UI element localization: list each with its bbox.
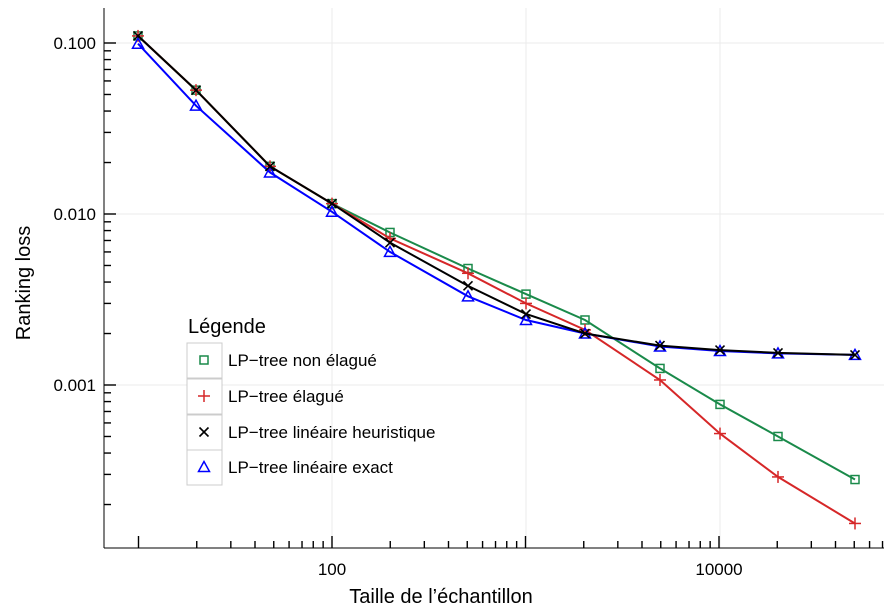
data-point: [773, 431, 783, 442]
data-point: [772, 470, 784, 483]
data-point: [326, 198, 338, 209]
data-point: [189, 98, 203, 111]
data-point: [519, 312, 533, 326]
x-axis-title: Taille de l’échantillon: [349, 586, 532, 608]
y-tick-label: 0.100: [53, 34, 96, 53]
data-point-b: [326, 198, 338, 209]
y-axis-title: Ranking loss: [13, 226, 35, 341]
data-point: [520, 308, 532, 320]
legend-key-marker: [198, 390, 210, 402]
axes: 100 10000 0.100 0.010 0.001: [53, 8, 884, 579]
data-point: [190, 85, 202, 96]
data-point: [462, 280, 474, 291]
legend-key-box: [186, 342, 223, 379]
legend-key-marker-b: [198, 426, 210, 438]
series-2: [132, 30, 861, 360]
data-point-b: [849, 349, 861, 360]
y-tick-label: 0.001: [53, 376, 96, 395]
data-point: [850, 474, 860, 485]
data-point: [462, 267, 474, 280]
data-point: [714, 427, 726, 440]
data-point-b: [772, 347, 784, 358]
grid: [104, 8, 884, 548]
y-tick-label: 0.010: [53, 205, 96, 224]
data-point-b: [462, 280, 474, 291]
data-point: [655, 363, 665, 374]
data-point: [325, 204, 339, 218]
x-tick-label: 100: [318, 560, 346, 579]
data-point: [654, 340, 666, 351]
legend-title: Légende: [188, 316, 266, 338]
data-point-b: [384, 237, 396, 248]
series-line-2: [137, 35, 856, 356]
legend-label: LP−tree élagué: [228, 387, 344, 406]
legend-key-marker: [197, 459, 211, 473]
data-point: [263, 165, 277, 178]
data-point-b: [190, 85, 202, 96]
data-point: [715, 399, 725, 410]
legend: Légende LP−tree non élagué LP−tree élagué L…: [186, 316, 435, 486]
data-point: [849, 349, 861, 360]
data-point-b: [264, 161, 276, 172]
data-point: [579, 328, 591, 339]
data-point: [654, 373, 666, 386]
data-point: [772, 347, 784, 358]
data-point-b: [520, 308, 532, 320]
data-point: [384, 237, 396, 248]
data-point: [264, 161, 276, 172]
legend-key-box: [186, 449, 223, 486]
data-point: [461, 289, 475, 302]
data-point: [520, 297, 532, 310]
data-point: [714, 345, 726, 356]
data-point-b: [132, 30, 144, 41]
data-point-b: [654, 340, 666, 351]
data-point: [383, 244, 397, 258]
data-point: [132, 30, 144, 41]
legend-label: LP−tree linéaire exact: [228, 458, 393, 477]
data-point-b: [579, 328, 591, 339]
legend-key-marker: [198, 426, 210, 438]
data-point: [849, 517, 861, 530]
series-group: [131, 29, 862, 530]
legend-key-marker: [199, 355, 209, 365]
x-tick-label: 10000: [695, 560, 742, 579]
legend-label: LP−tree non élagué: [228, 351, 377, 370]
legend-label: LP−tree linéaire heuristique: [228, 423, 435, 442]
data-point-b: [714, 345, 726, 356]
data-point: [131, 36, 145, 49]
